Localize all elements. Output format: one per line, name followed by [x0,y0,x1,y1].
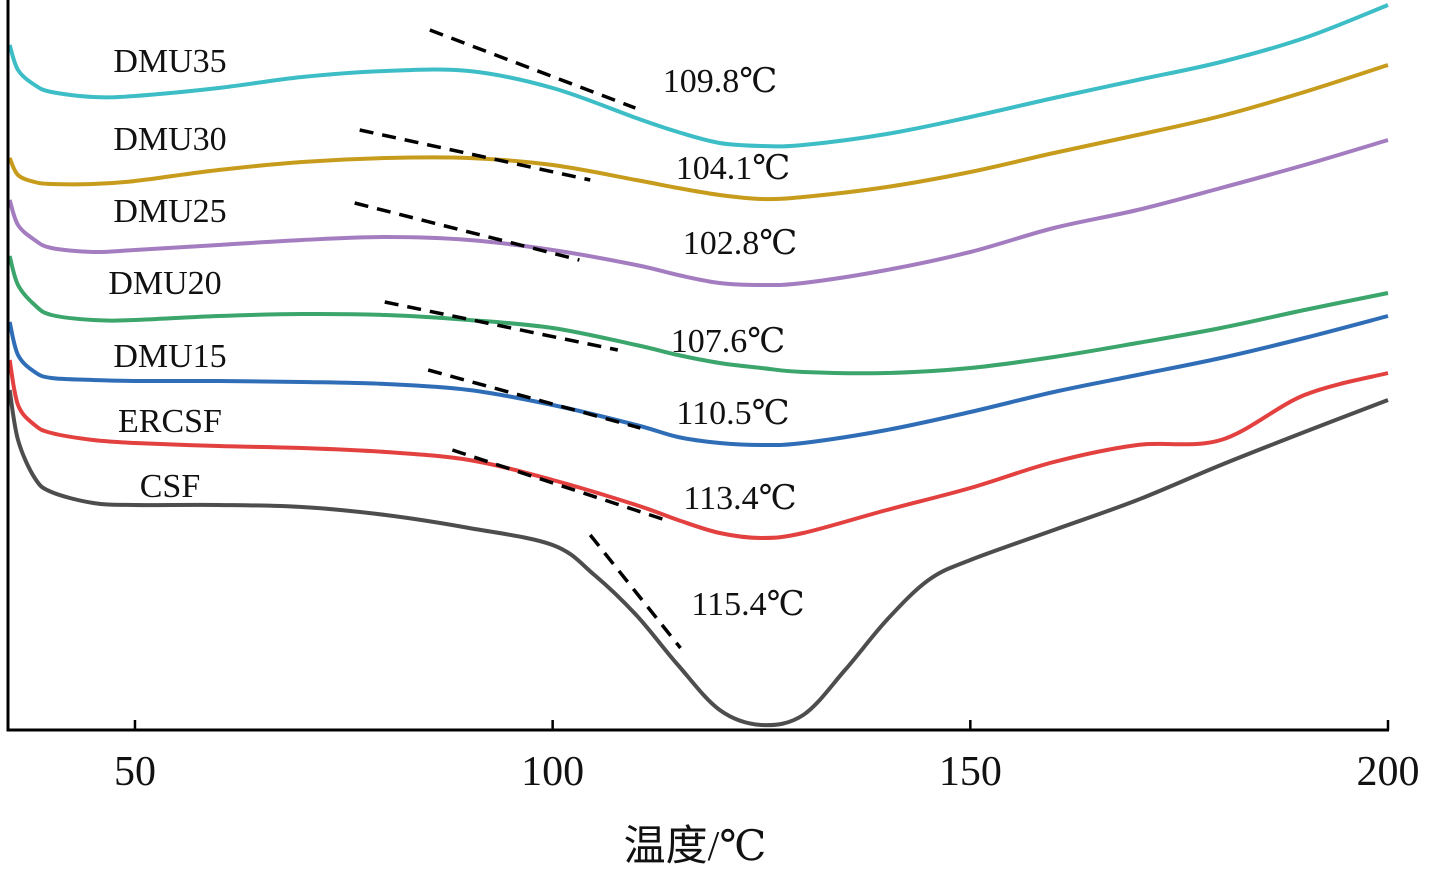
onset-temperature-label: 107.6℃ [671,323,786,360]
x-tick-label: 150 [939,749,1002,795]
x-axis-label: 温度/℃ [624,824,767,870]
series-line-ercsf [7,359,1389,541]
x-tick-label: 200 [1357,749,1420,795]
x-tick-label: 50 [114,749,156,795]
series-label-dmu15: DMU15 [113,338,226,375]
tangent-lines [354,28,682,650]
tangent-line-dmu20 [384,300,619,352]
series-line-dmu35 [7,3,1389,149]
onset-temperature-label: 104.1℃ [676,150,791,187]
x-ticks: 50 100 150 200 [114,720,1420,795]
tangent-line-ercsf [451,448,666,522]
tangent-line-dmu30 [359,128,591,182]
tangent-line-dmu25 [354,201,580,262]
onset-temperature-label: 110.5℃ [676,395,789,432]
tangent-line-dmu35 [429,28,636,110]
axes [6,0,1389,732]
series-label-dmu30: DMU30 [113,121,226,158]
series-label-dmu35: DMU35 [113,43,226,80]
series-label-csf: CSF [140,468,201,505]
tangent-line-csf [588,533,682,650]
series-label-dmu25: DMU25 [113,193,226,230]
tangent-line-dmu15 [427,368,641,430]
series-label-ercsf: ERCSF [118,403,222,440]
series-line-dmu25 [7,138,1389,288]
onset-temperature-label: 102.8℃ [683,225,798,262]
series-labels: DMU35 109.8℃ DMU30 104.1℃ DMU25 102.8℃ DMU20 10… [108,43,804,623]
curves [7,3,1389,728]
x-tick-label: 100 [521,749,584,795]
onset-temperature-label: 115.4℃ [691,586,804,623]
series-label-dmu20: DMU20 [108,265,221,302]
series-line-dmu30 [7,63,1389,202]
onset-temperature-label: 113.4℃ [683,480,796,517]
series-line-dmu15 [7,314,1389,448]
onset-temperature-label: 109.8℃ [663,63,778,100]
series-line-dmu20 [7,255,1389,376]
series-line-csf [7,389,1389,728]
